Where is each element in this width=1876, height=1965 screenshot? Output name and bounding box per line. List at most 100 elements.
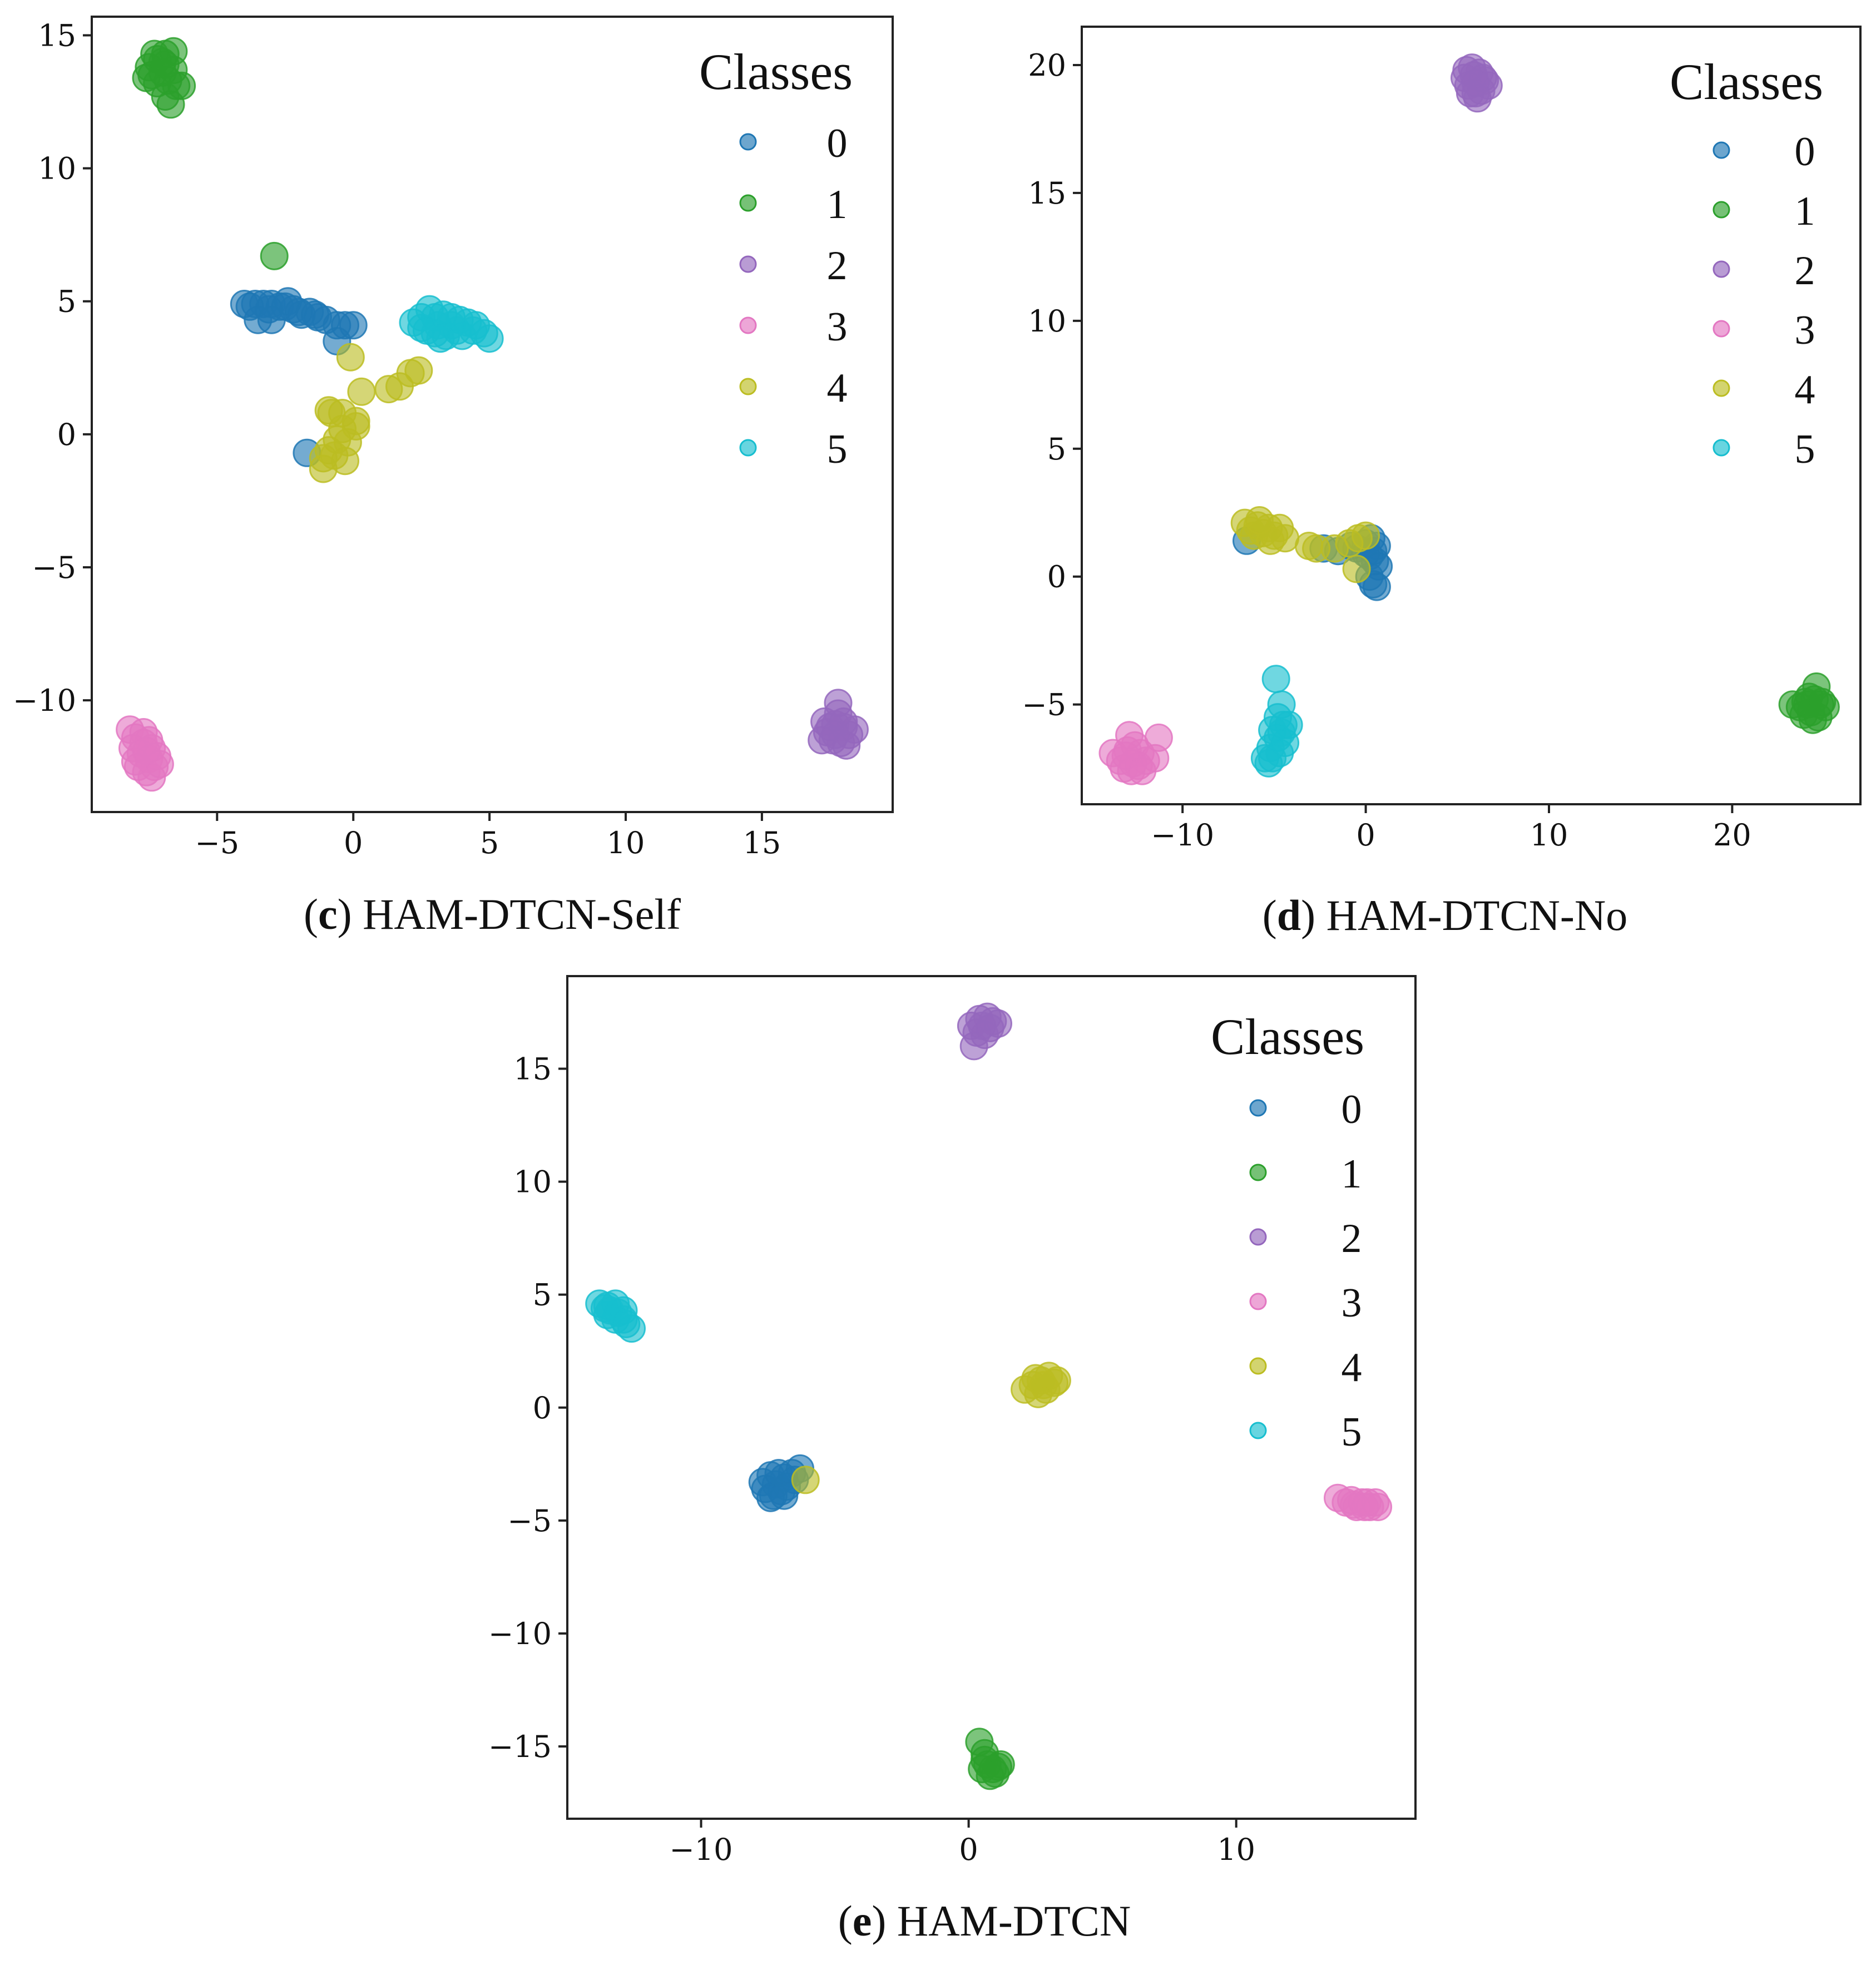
caption-paren-open: ( <box>838 1897 853 1945</box>
caption-text: HAM-DTCN-No <box>1315 891 1627 939</box>
caption-text: HAM-DTCN <box>886 1897 1131 1945</box>
caption-e: (e) HAM-DTCN <box>838 1897 1131 1945</box>
y-tick-label: 15 <box>513 1052 552 1087</box>
data-point-class-5 <box>459 316 488 345</box>
legend-label-class-2: 2 <box>827 243 848 289</box>
caption-d: (d) HAM-DTCN-No <box>1263 891 1627 939</box>
caption-paren-open: ( <box>304 890 318 938</box>
legend-marker-class-0 <box>1249 1099 1267 1117</box>
chart-c: −5 0 5 10 15 15 10 5 0 −5 −10 Classes 0 1 2 3 4 5 (c) HAM-… <box>13 16 894 938</box>
legend-marker-class-5 <box>1249 1422 1267 1439</box>
y-tick-label: −10 <box>488 1616 552 1651</box>
data-point-class-3 <box>1350 1493 1379 1521</box>
legend-label-class-4: 4 <box>1342 1345 1362 1390</box>
data-point-class-5 <box>596 1296 625 1325</box>
data-point-class-5 <box>1261 665 1290 694</box>
chart-d-points <box>1098 53 1840 785</box>
data-point-class-4 <box>1029 1370 1058 1399</box>
data-point-class-1 <box>167 71 196 100</box>
caption-paren-open: ( <box>1263 891 1277 939</box>
y-tick-label: 20 <box>1028 48 1066 83</box>
y-tick-label: 0 <box>1047 560 1066 595</box>
data-point-class-4 <box>1245 506 1274 534</box>
data-point-class-3 <box>1128 756 1157 785</box>
legend-marker-class-2 <box>739 255 757 273</box>
data-point-class-4 <box>336 343 365 372</box>
x-tick-label: 15 <box>743 825 781 860</box>
x-tick-label: −10 <box>670 1832 733 1867</box>
chart-c-axes-frame <box>91 16 894 813</box>
chart-d-legend: Classes 0 1 2 3 4 5 <box>1670 53 1823 472</box>
data-point-class-0 <box>301 300 330 329</box>
legend-label-class-0: 0 <box>827 121 848 166</box>
legend-label-class-4: 4 <box>1795 367 1815 413</box>
legend-label-class-3: 3 <box>1342 1280 1362 1326</box>
chart-e-axes-frame <box>566 975 1417 1820</box>
legend-title: Classes <box>699 43 853 100</box>
x-tick-label: 0 <box>959 1832 978 1867</box>
legend-title: Classes <box>1670 53 1823 110</box>
legend-label-class-2: 2 <box>1342 1216 1362 1261</box>
data-point-class-5 <box>1254 749 1283 778</box>
data-point-class-1 <box>981 1759 1010 1788</box>
x-tick-label: 10 <box>1530 818 1568 853</box>
legend-marker-class-3 <box>1249 1293 1267 1310</box>
y-tick-label: 15 <box>1028 176 1066 211</box>
legend-marker-class-4 <box>1249 1357 1267 1375</box>
caption-text: HAM-DTCN-Self <box>352 890 681 938</box>
legend-label-class-1: 1 <box>1795 189 1815 234</box>
legend-label-class-5: 5 <box>1795 427 1815 472</box>
legend-title: Classes <box>1211 1008 1364 1065</box>
data-point-class-0 <box>1362 572 1391 601</box>
y-tick-label: −5 <box>507 1503 552 1538</box>
caption-paren-close: ) <box>338 890 352 938</box>
x-tick-label: 0 <box>344 825 363 860</box>
data-point-class-5 <box>426 324 455 353</box>
y-tick-label: −5 <box>32 550 76 585</box>
data-point-class-4 <box>404 356 433 385</box>
legend-marker-class-5 <box>1712 439 1730 457</box>
data-point-class-4 <box>317 399 346 428</box>
legend-label-class-1: 1 <box>1342 1151 1362 1197</box>
data-point-class-4 <box>1342 555 1371 583</box>
legend-marker-class-0 <box>1712 141 1730 159</box>
x-tick-label: 20 <box>1713 818 1751 853</box>
data-point-class-1 <box>151 50 180 79</box>
y-tick-label: 15 <box>38 18 76 53</box>
caption-letter: e <box>853 1897 872 1945</box>
x-tick-label: 10 <box>1217 1832 1255 1867</box>
legend-label-class-3: 3 <box>827 304 848 350</box>
y-tick-label: 5 <box>57 284 76 319</box>
data-point-class-4 <box>791 1466 820 1494</box>
legend-label-class-2: 2 <box>1795 248 1815 294</box>
legend-label-class-0: 0 <box>1795 129 1815 175</box>
y-tick-label: 5 <box>1047 432 1066 467</box>
y-tick-label: 10 <box>38 151 76 186</box>
legend-label-class-5: 5 <box>827 427 848 472</box>
chart-d: −10 0 10 20 20 15 10 5 0 −5 Classes 0 1 2 3 4 5 (d) HAM-D… <box>1022 26 1862 939</box>
y-tick-label: 10 <box>513 1165 552 1200</box>
legend-label-class-4: 4 <box>827 365 848 411</box>
legend-marker-class-1 <box>1712 201 1730 219</box>
y-tick-label: −10 <box>13 683 76 718</box>
x-tick-label: 0 <box>1356 818 1375 853</box>
data-point-class-4 <box>1352 521 1380 550</box>
legend-marker-class-2 <box>1249 1228 1267 1246</box>
caption-letter: d <box>1277 891 1301 939</box>
caption-letter: c <box>318 890 338 938</box>
y-tick-label: 5 <box>533 1278 552 1313</box>
chart-e-legend: Classes 0 1 2 3 4 5 <box>1211 1008 1364 1455</box>
legend-marker-class-3 <box>1712 320 1730 338</box>
legend-label-class-0: 0 <box>1342 1087 1362 1132</box>
data-point-class-5 <box>1267 718 1296 747</box>
data-point-class-3 <box>1144 723 1173 752</box>
legend-marker-class-0 <box>739 133 757 151</box>
y-tick-label: −15 <box>488 1729 552 1764</box>
data-point-class-2 <box>976 1013 1004 1042</box>
legend-marker-class-1 <box>1249 1164 1267 1181</box>
data-point-class-1 <box>260 241 289 270</box>
legend-marker-class-4 <box>1712 379 1730 397</box>
legend-marker-class-2 <box>1712 260 1730 278</box>
x-tick-label: −10 <box>1151 818 1214 853</box>
